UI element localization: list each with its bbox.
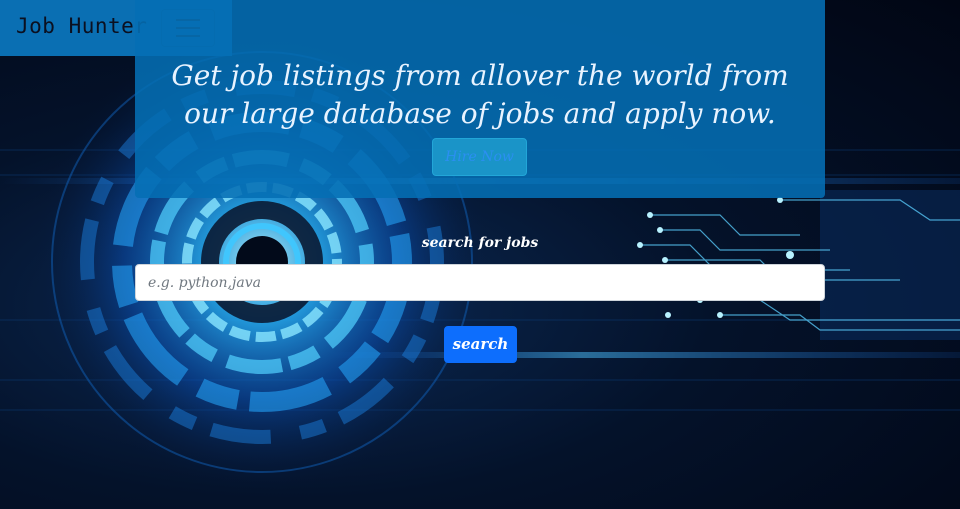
search-button[interactable]: search [444, 326, 517, 363]
hero-title: Get job listings from allover the world … [135, 57, 825, 133]
hero-title-line-1: Get job listings from allover the world … [171, 59, 789, 92]
hero-title-line-2: our large database of jobs and apply now… [184, 97, 776, 130]
brand-logo[interactable]: Job Hunter [16, 14, 148, 38]
search-input[interactable] [135, 264, 825, 301]
search-label: search for jobs [421, 235, 539, 251]
hire-now-button[interactable]: Hire Now [432, 138, 527, 176]
hero-banner: Get job listings from allover the world … [135, 0, 825, 198]
